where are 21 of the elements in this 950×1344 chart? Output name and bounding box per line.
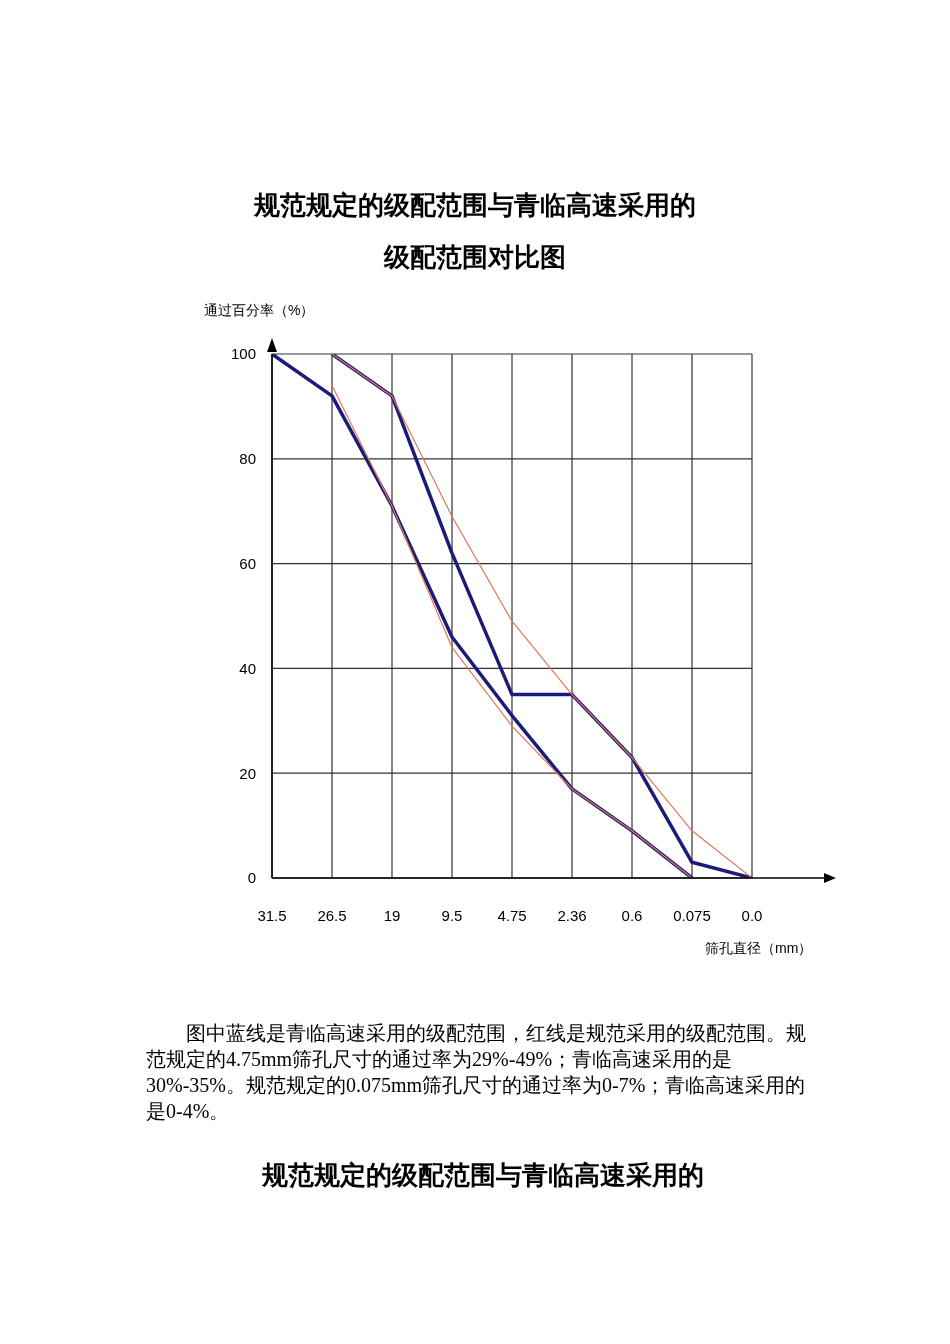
text: 规范规定的级配范围与青临高速采用的 — [261, 1160, 705, 1192]
x-tick-label: 0.6 — [621, 906, 643, 924]
text: 图中蓝线是青临高速采用的级配范围，红线是规范采用的级配范围。规范规定的4.75mm筛孔尺寸的通过率为29%-49%；青临高速采用的是30%-35%。规范规定的0.075mm筛孔尺寸的通过率为0-7%；青临高速采用的是0-4%。 — [146, 1021, 806, 1124]
y-tick-label: 60 — [239, 554, 256, 572]
x-axis-title: 筛孔直径（mm） — [705, 940, 813, 958]
y-tick-label: 20 — [239, 764, 256, 782]
x-tick-label: 19 — [383, 906, 401, 924]
x-tick-label: 26.5 — [317, 906, 347, 924]
y-tick-label: 0 — [247, 869, 256, 887]
y-tick-label: 100 — [230, 345, 256, 363]
x-tick-label: 0.0 — [741, 906, 763, 924]
x-tick-label: 31.5 — [257, 906, 287, 924]
x-tick-label: 0.075 — [673, 906, 711, 924]
line-series — [331, 384, 693, 878]
x-tick-label: 4.75 — [497, 906, 527, 924]
x-tick-label: 2.36 — [557, 906, 587, 924]
chart-title: 规范规定的级配范围与青临高速采用的级配范围对比图 — [253, 190, 697, 274]
y-tick-label: 40 — [239, 659, 256, 677]
y-axis-title: 通过百分率（%） — [204, 302, 315, 320]
y-tick-label: 80 — [239, 450, 256, 468]
x-tick-label: 9.5 — [441, 906, 463, 924]
